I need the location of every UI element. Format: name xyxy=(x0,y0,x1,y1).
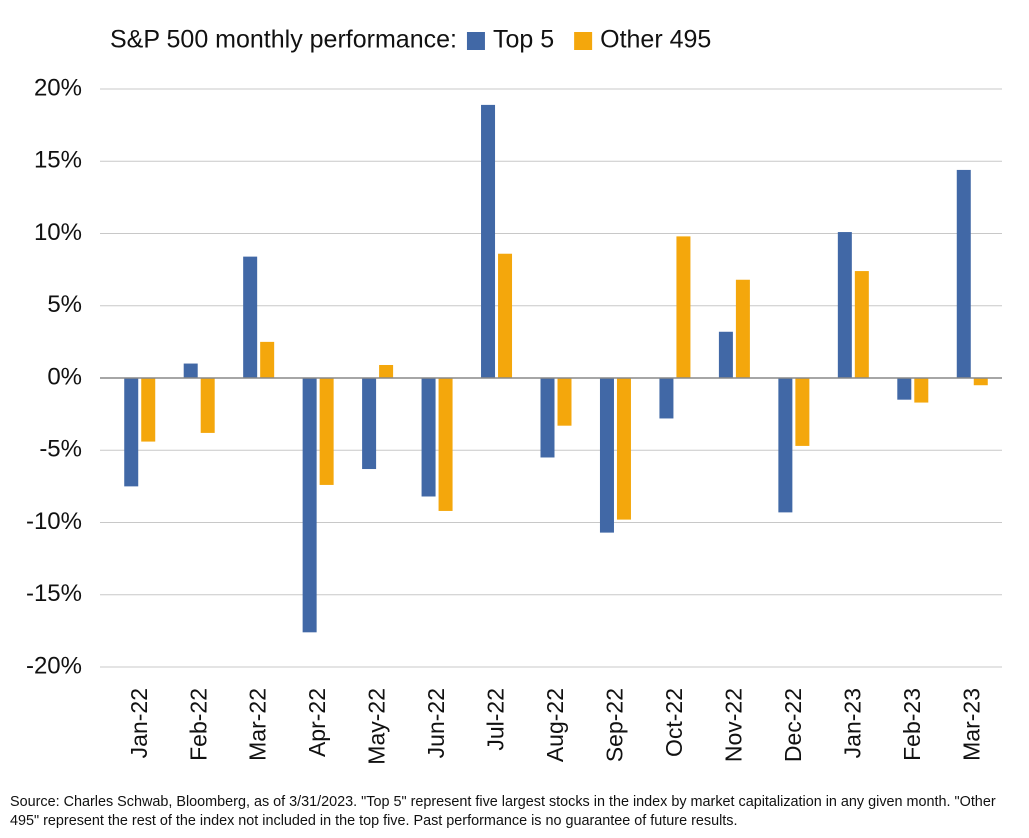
legend-swatch xyxy=(466,32,485,50)
y-tick-label: 0% xyxy=(47,363,82,390)
x-tick-label: Apr-22 xyxy=(304,688,330,757)
x-tick-label: Oct-22 xyxy=(661,688,687,757)
x-tick-label: Jun-22 xyxy=(423,688,449,758)
bar xyxy=(956,169,971,378)
bar xyxy=(124,378,139,487)
bar xyxy=(718,331,733,378)
footnote: Source: Charles Schwab, Bloomberg, as of… xyxy=(10,794,996,829)
bar xyxy=(778,378,793,513)
bar xyxy=(795,378,810,446)
chart-title: S&P 500 monthly performance: xyxy=(110,26,457,54)
x-tick-label: Dec-22 xyxy=(780,688,806,762)
bar xyxy=(243,256,258,378)
bar xyxy=(659,378,674,419)
bar xyxy=(854,271,869,378)
bar xyxy=(616,378,631,520)
x-tick-label: Nov-22 xyxy=(720,688,746,762)
x-tick-label: Aug-22 xyxy=(542,688,568,762)
legend-label: Other 495 xyxy=(600,26,711,54)
y-tick-label: 20% xyxy=(34,74,82,101)
x-tick-label: Feb-22 xyxy=(185,688,211,761)
bar xyxy=(676,236,691,378)
bar xyxy=(837,232,852,378)
y-tick-label: -15% xyxy=(26,580,82,607)
bar xyxy=(141,378,156,442)
bar xyxy=(302,378,317,633)
x-tick-label: Sep-22 xyxy=(602,688,628,762)
y-tick-label: -10% xyxy=(26,508,82,535)
x-tick-label: Jan-22 xyxy=(126,688,152,758)
x-tick-label: Jul-22 xyxy=(483,688,509,751)
y-tick-label: 10% xyxy=(34,219,82,246)
chart: S&P 500 monthly performance: -20% -15% -10… xyxy=(26,26,1002,765)
bar xyxy=(183,363,198,378)
bar xyxy=(421,378,436,497)
y-tick-label: 15% xyxy=(34,147,82,174)
legend-label: Top 5 xyxy=(493,26,554,54)
y-tick-label: 5% xyxy=(47,291,82,318)
bar xyxy=(973,378,988,386)
bar xyxy=(362,378,377,470)
x-tick-label: May-22 xyxy=(364,688,390,765)
bar xyxy=(379,364,394,378)
bar xyxy=(260,341,275,378)
bar xyxy=(557,378,572,426)
legend-swatch xyxy=(574,32,593,50)
bar xyxy=(498,253,513,378)
bar xyxy=(481,104,496,379)
bar xyxy=(540,378,555,458)
bar xyxy=(319,378,334,485)
bar xyxy=(914,378,929,403)
bar xyxy=(897,378,912,400)
y-tick-label: -5% xyxy=(39,436,82,463)
x-tick-label: Mar-22 xyxy=(245,688,271,761)
bar xyxy=(599,378,614,533)
bar xyxy=(735,279,750,378)
x-tick-label: Jan-23 xyxy=(839,688,865,758)
x-tick-label: Mar-23 xyxy=(958,688,984,761)
y-tick-label: -20% xyxy=(26,652,82,679)
bar xyxy=(438,378,453,511)
bar xyxy=(200,378,215,433)
x-tick-label: Feb-23 xyxy=(899,688,925,761)
